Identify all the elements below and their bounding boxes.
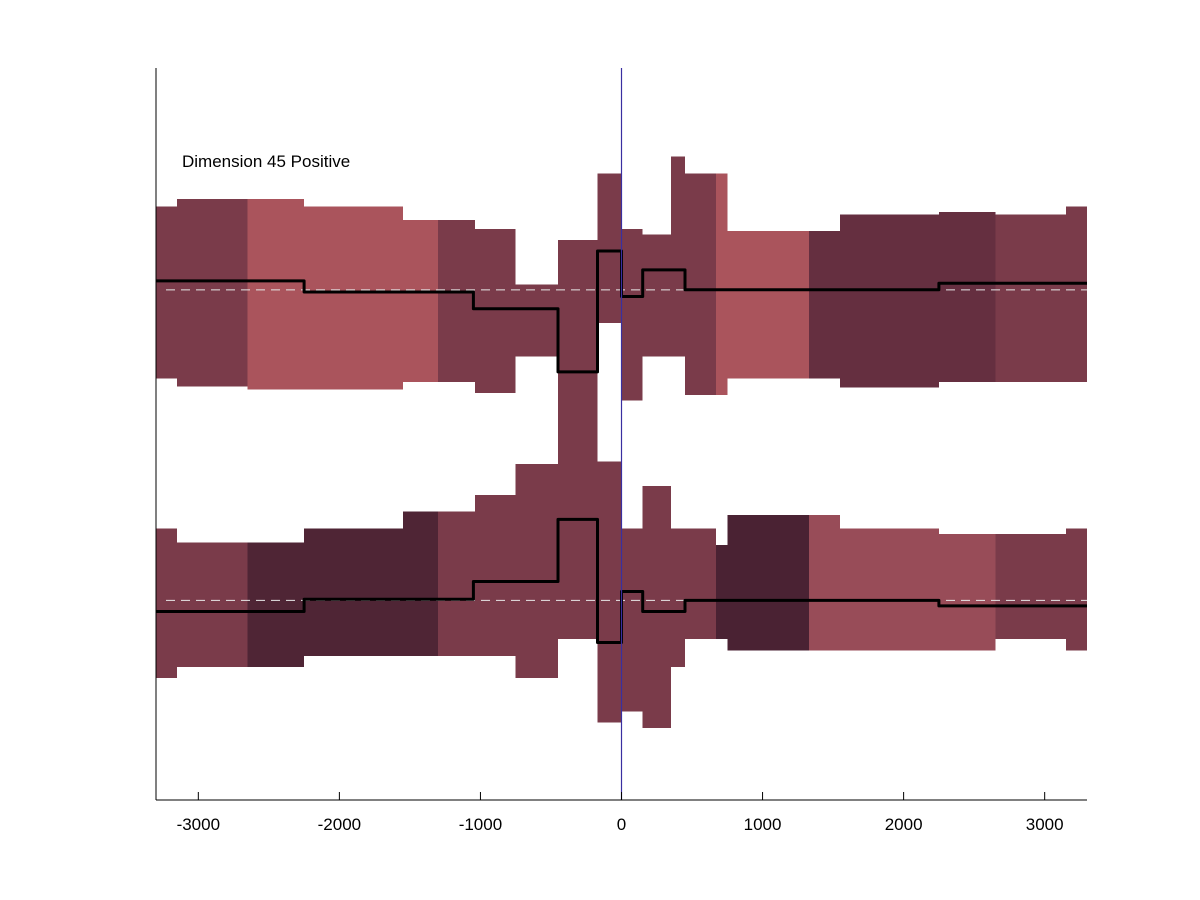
x-tick-label: -3000 [177, 815, 220, 834]
series-lines [156, 249, 1087, 644]
band-block-s2-1 [156, 528, 178, 678]
band-block-s2-14 [684, 528, 717, 640]
band-block-s2-10 [597, 461, 622, 723]
band-block-s2-5 [402, 511, 439, 656]
band-block-s1-20 [995, 214, 1066, 382]
x-tick-label: -2000 [318, 815, 361, 834]
band-block-s1-19 [938, 212, 996, 382]
band-block-s1-16 [727, 231, 810, 379]
band-block-s2-13 [670, 528, 685, 667]
x-tick-label: -1000 [459, 815, 502, 834]
band-block-s2-16 [727, 514, 810, 651]
band-block-s1-10 [597, 173, 622, 324]
x-ticks: -3000 -2000 -1000 0 1000 2000 3000 [177, 792, 1064, 834]
band-block-s1-17 [809, 231, 841, 379]
band-block-s2-6 [438, 511, 475, 656]
band-block-s1-15 [716, 173, 728, 396]
band-block-s1-1 [156, 206, 178, 379]
band-block-s1-8 [515, 284, 559, 357]
band-block-s2-15 [716, 544, 728, 640]
band-block-s1-21 [1065, 206, 1087, 382]
band-block-s1-4 [304, 206, 403, 390]
band-block-s1-3 [247, 198, 305, 390]
band-block-s1-12 [642, 234, 671, 357]
x-tick-label: 2000 [885, 815, 923, 834]
band-block-s1-14 [684, 173, 717, 396]
band-block-s1-5 [402, 219, 439, 382]
confidence-bands [156, 156, 1087, 728]
band-block-s2-8 [515, 463, 559, 678]
band-block-s2-9 [558, 411, 598, 640]
band-block-s2-7 [474, 495, 516, 656]
band-block-s1-18 [840, 214, 939, 388]
band-block-s2-20 [995, 533, 1066, 640]
band-block-s1-2 [177, 198, 248, 387]
band-block-s2-21 [1065, 528, 1087, 651]
chart-annotation: Dimension 45 Positive [182, 152, 350, 171]
band-block-s1-11 [621, 228, 643, 401]
band-block-s2-4 [304, 528, 403, 656]
x-tick-label: 3000 [1026, 815, 1064, 834]
band-block-s2-2 [177, 542, 248, 667]
series-line-s1 [156, 249, 1087, 374]
band-block-s2-17 [809, 514, 841, 651]
band-block-s2-18 [840, 528, 939, 651]
band-block-s2-19 [938, 533, 996, 651]
band-block-s2-11 [621, 528, 643, 712]
band-block-s2-12 [642, 486, 671, 728]
series-line-s2 [156, 517, 1087, 644]
x-tick-label: 0 [617, 815, 626, 834]
x-tick-label: 1000 [744, 815, 782, 834]
band-block-s1-7 [474, 228, 516, 393]
band-block-s1-6 [438, 219, 475, 382]
band-block-s1-13 [670, 156, 685, 357]
band-block-s2-3 [247, 542, 305, 667]
